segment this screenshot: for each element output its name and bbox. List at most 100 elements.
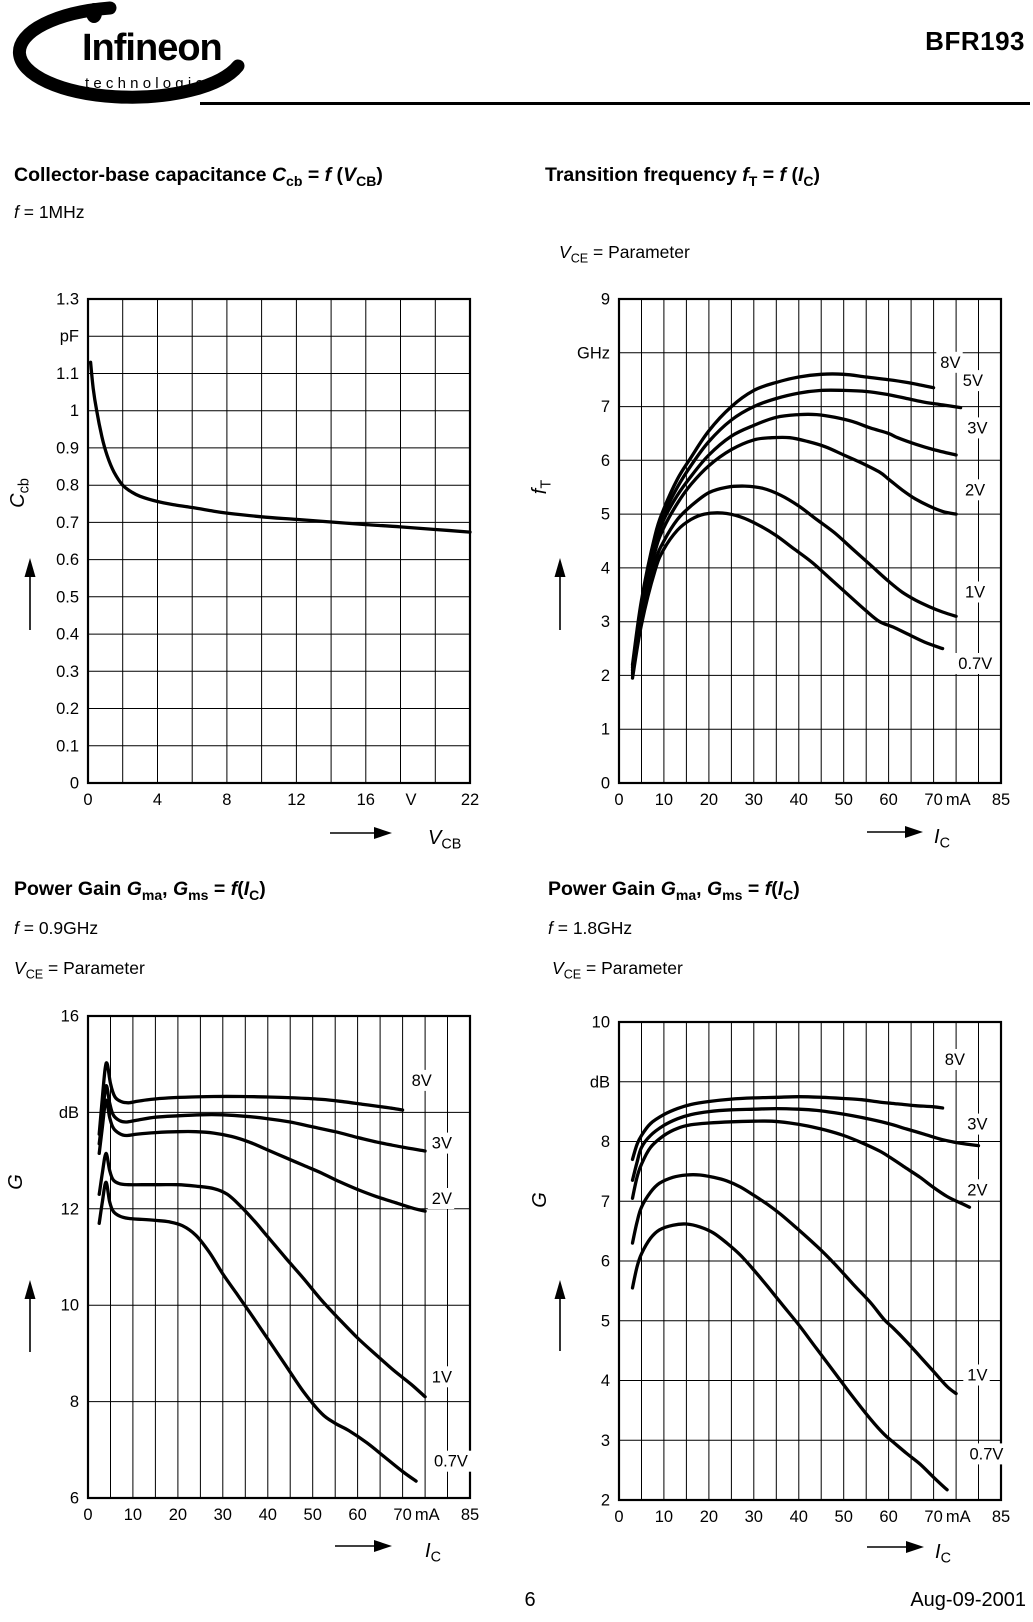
curve-label: 0.7V xyxy=(958,655,992,673)
curve-label-bg xyxy=(963,1113,990,1135)
curve-label: 1V xyxy=(965,584,985,602)
x-tick-label: 22 xyxy=(461,791,479,809)
plot-border xyxy=(617,1020,1003,1502)
curve-label-bg xyxy=(965,1443,1011,1465)
logo-swoosh-icon xyxy=(12,1,245,104)
y-tick-label: 0.1 xyxy=(56,737,79,755)
logo-wordmark: Infineon xyxy=(82,27,222,69)
x-tick-label: 85 xyxy=(992,1508,1010,1526)
part-number: BFR193 xyxy=(925,26,1025,56)
curve-label-bg xyxy=(963,417,990,439)
y-tick-label: 1.3 xyxy=(56,291,79,309)
y-tick-label: 16 xyxy=(61,1008,79,1026)
x-tick-label: V xyxy=(405,791,416,809)
y-tick-label: 7 xyxy=(601,1193,610,1211)
chart-power-gain-1p8ghz: 8V 3V 2V 1V 0.7V 10 dB 8 7 6 5 4 3 20 10 20 30 40 50 60 70 mA… xyxy=(529,1014,1011,1567)
y-tick-label: 1 xyxy=(601,721,610,739)
y-axis-arrowhead-icon xyxy=(554,1280,566,1299)
grid-lines xyxy=(87,298,471,784)
x-tick-label: 60 xyxy=(879,1508,897,1526)
infineon-logo: Infineon technologies xyxy=(12,1,245,104)
x-tick-label: 4 xyxy=(153,791,162,809)
x-tick-label: 50 xyxy=(835,1508,853,1526)
curve-3v xyxy=(97,1084,427,1153)
curve-1v xyxy=(97,1151,427,1399)
x-tick-label: 20 xyxy=(700,1508,718,1526)
y-tick-label: 3 xyxy=(601,1432,610,1450)
curve-2v xyxy=(97,1098,427,1213)
y-tick-label: 3 xyxy=(601,613,610,631)
x-tick-label: 40 xyxy=(790,791,808,809)
x-tick-label: 10 xyxy=(124,1506,142,1524)
grid-lines xyxy=(618,1021,1002,1501)
section-subtitle: VCE = Parameter xyxy=(552,958,683,982)
x-tick-label: mA xyxy=(946,1508,971,1526)
plot-border xyxy=(617,297,1003,785)
y-tick-label: 0 xyxy=(70,775,79,793)
y-tick-label: dB xyxy=(590,1073,610,1091)
curve-label: 0.7V xyxy=(970,1445,1004,1463)
curve-label-bg xyxy=(961,581,988,603)
y-tick-label: 6 xyxy=(70,1490,79,1508)
curve-collector-base-capacitance xyxy=(88,360,472,534)
y-tick-label: 6 xyxy=(601,1253,610,1271)
curve-label: 5V xyxy=(963,372,983,390)
y-tick-label: 9 xyxy=(601,291,610,309)
x-tick-label: 40 xyxy=(790,1508,808,1526)
page-number: 6 xyxy=(524,1589,536,1611)
curve-2v xyxy=(630,1119,972,1209)
curve-8v xyxy=(97,1061,405,1136)
curve-3v xyxy=(630,412,958,672)
x-axis-arrowhead-icon xyxy=(906,1541,924,1553)
x-tick-label: 0 xyxy=(83,791,92,809)
x-tick-label: 50 xyxy=(835,791,853,809)
section-subtitle: f = 1.8GHz xyxy=(548,918,633,938)
y-tick-label: 1 xyxy=(70,402,79,420)
curve-label: 8V xyxy=(412,1072,432,1090)
chart-power-gain-0p9ghz: 8V 3V 2V 1V 0.7V 16 dB 12 10 8 60 10 20 30 40 50 60 70 mA 8… xyxy=(5,1008,479,1566)
curve-2v xyxy=(630,435,958,675)
curve-label: 3V xyxy=(432,1135,452,1153)
x-tick-label: 60 xyxy=(348,1506,366,1524)
y-axis-arrowhead-icon xyxy=(554,558,566,577)
y-tick-label: 1.1 xyxy=(56,365,79,383)
x-tick-label: 30 xyxy=(745,791,763,809)
x-tick-label: 85 xyxy=(461,1506,479,1524)
curve-label: 2V xyxy=(432,1190,452,1208)
y-tick-label: 5 xyxy=(601,1312,610,1330)
curve-label: 2V xyxy=(965,481,985,499)
section-subtitle: f = 0.9GHz xyxy=(14,918,99,938)
x-tick-label: 50 xyxy=(304,1506,322,1524)
y-axis-arrowhead-icon xyxy=(24,558,36,577)
x-axis-arrowhead-icon xyxy=(905,826,923,838)
x-tick-label: 30 xyxy=(214,1506,232,1524)
y-tick-label: 0.8 xyxy=(56,477,79,495)
x-tick-label: 30 xyxy=(745,1508,763,1526)
y-tick-label: 0 xyxy=(601,775,610,793)
curve-3v xyxy=(630,1106,981,1182)
y-axis-caption: fT xyxy=(529,480,555,495)
y-tick-label: 12 xyxy=(61,1200,79,1218)
x-tick-label: 0 xyxy=(614,791,623,809)
y-tick-label: 7 xyxy=(601,398,610,416)
section-title: Power Gain Gma, Gms = f(IC) xyxy=(548,878,800,903)
y-axis-caption: G xyxy=(5,1174,27,1190)
curve-0.7v xyxy=(630,511,945,680)
y-axis-caption: Ccb xyxy=(7,478,33,508)
curve-0.7v xyxy=(630,1222,949,1492)
y-tick-label: 8 xyxy=(70,1393,79,1411)
x-axis-caption: IC xyxy=(934,826,950,852)
curve-label-bg xyxy=(427,1188,455,1209)
x-tick-label: 0 xyxy=(614,1508,623,1526)
curve-label-bg xyxy=(407,1069,434,1091)
y-tick-label: 8 xyxy=(601,1133,610,1151)
section-title: Collector-base capacitance Ccb = f (VCB) xyxy=(14,164,383,189)
curve-label-bg xyxy=(430,1450,475,1472)
curve-8v xyxy=(630,1095,945,1162)
curve-label-bg xyxy=(961,479,988,501)
x-axis-caption: IC xyxy=(425,1540,441,1566)
section-title: Power Gain Gma, Gms = f(IC) xyxy=(14,878,266,903)
x-tick-label: 40 xyxy=(259,1506,277,1524)
y-tick-label: 6 xyxy=(601,452,610,470)
y-tick-label: 4 xyxy=(601,559,610,577)
